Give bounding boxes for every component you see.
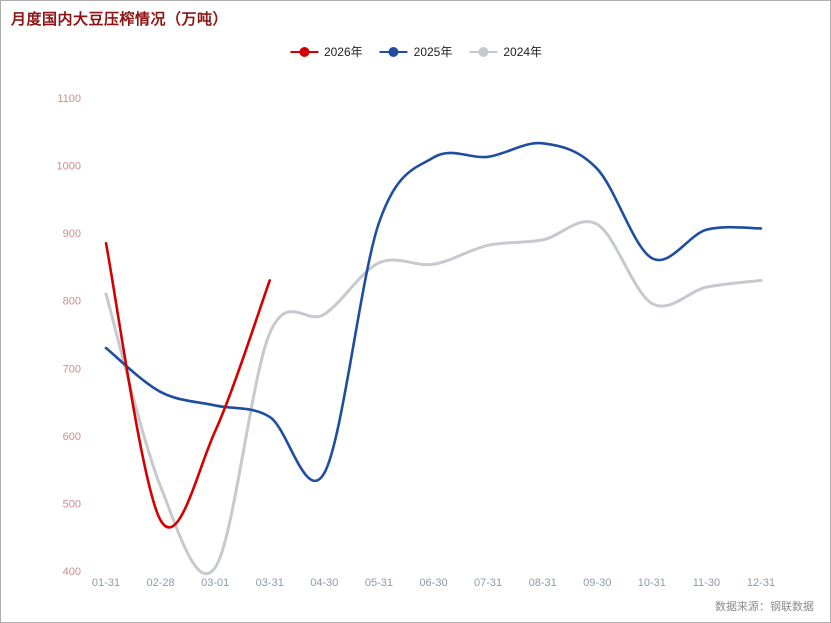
x-tick-label: 11-30 <box>693 577 720 589</box>
y-tick-label: 1100 <box>57 93 81 105</box>
x-tick-label: 03-01 <box>201 577 229 589</box>
chart-legend: 2026年 2025年 2024年 <box>289 43 542 60</box>
legend-line-marker-icon <box>289 46 318 57</box>
chart-title: 月度国内大豆压榨情况（万吨） <box>11 11 229 28</box>
x-tick-label: 08-31 <box>529 577 557 589</box>
x-tick-label: 05-31 <box>365 577 393 589</box>
x-tick-label: 09-30 <box>583 577 611 589</box>
legend-line-marker-icon <box>469 46 498 57</box>
series-line-2025 <box>104 141 763 483</box>
legend-item-2025[interactable]: 2025年 <box>379 43 453 60</box>
y-tick-label: 1000 <box>57 161 81 173</box>
legend-line-marker-icon <box>379 46 408 57</box>
y-tick-label: 400 <box>63 566 81 578</box>
y-tick-label: 800 <box>63 296 81 308</box>
y-tick-label: 700 <box>63 363 81 375</box>
x-tick-label: 12-31 <box>747 577 775 589</box>
series-line-2024 <box>104 220 763 576</box>
x-tick-label: 03-31 <box>256 577 284 589</box>
legend-item-2024[interactable]: 2024年 <box>468 43 542 60</box>
x-tick-label: 04-30 <box>310 577 338 589</box>
x-tick-label: 07-31 <box>474 577 502 589</box>
y-tick-label: 500 <box>63 498 81 510</box>
data-source-note: 数据来源：钢联数据 <box>715 601 814 613</box>
x-tick-label: 01-31 <box>92 577 120 589</box>
y-tick-label: 900 <box>63 228 81 240</box>
x-tick-label: 10-31 <box>638 577 666 589</box>
x-tick-label: 02-28 <box>147 577 175 589</box>
series-line-2026 <box>104 241 272 529</box>
x-tick-label: 06-30 <box>419 577 447 589</box>
legend-item-2026[interactable]: 2026年 <box>289 43 363 60</box>
legend-label: 2025年 <box>413 45 453 59</box>
legend-label: 2024年 <box>503 45 543 59</box>
y-tick-label: 600 <box>63 431 81 443</box>
legend-label: 2026年 <box>323 45 363 59</box>
